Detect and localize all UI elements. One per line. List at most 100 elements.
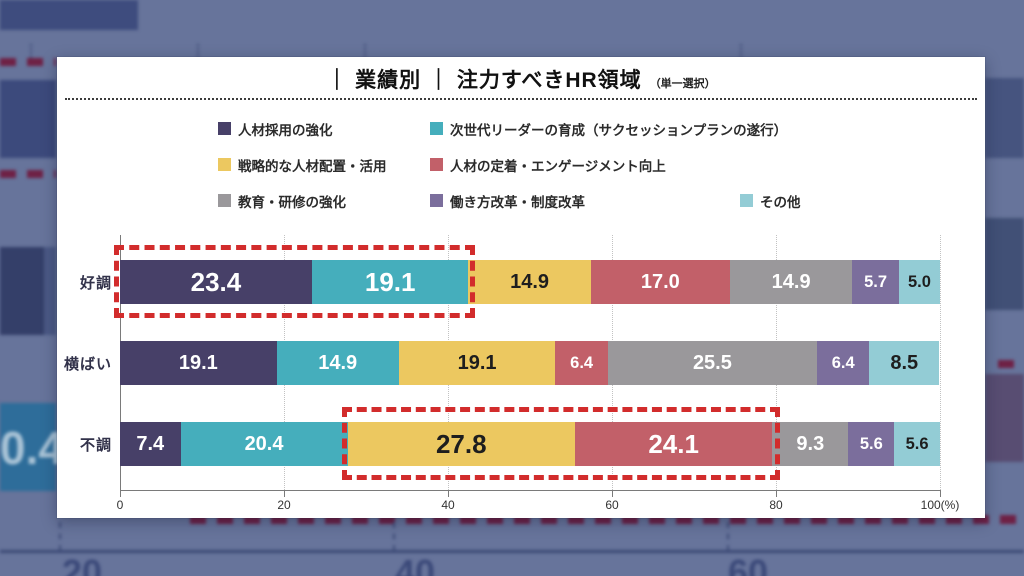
- legend-label: 働き方改革・制度改革: [450, 194, 585, 210]
- x-axis-tick-label: 80: [769, 498, 783, 512]
- x-axis-tick: [940, 490, 941, 497]
- bg-gridline-dot: [197, 44, 199, 58]
- x-axis-line: [120, 490, 941, 491]
- bar-segment-value: 6.4: [831, 353, 855, 372]
- bg-bar-segment: [0, 80, 56, 158]
- x-axis-tick: [284, 490, 285, 497]
- bar-segment: 20.4: [180, 422, 348, 466]
- bar-segment: 25.5: [607, 341, 817, 385]
- bar-row: 7.4 20.4 27.8 24.1 9.3 5.6 5.6: [120, 422, 940, 466]
- row-label: 不調: [79, 436, 112, 454]
- x-axis-tick: [120, 490, 121, 497]
- bar-segment-value: 9.3: [796, 432, 825, 455]
- legend-label: 人材の定着・エンゲージメント向上: [450, 158, 666, 174]
- gridline: [940, 235, 941, 490]
- bg-gridline: [393, 522, 395, 551]
- x-axis-tick-label: 0: [116, 498, 124, 512]
- bar-row: 23.4 19.1 14.9 17.0 14.9 5.7 5.0: [120, 260, 940, 304]
- bar-segment-value: 19.1: [178, 351, 218, 374]
- bar-segment-value: 19.1: [457, 351, 497, 374]
- bg-bar-segment: [44, 247, 56, 335]
- bar-segment: 27.8: [347, 422, 576, 466]
- legend-item: 戦略的な人材配置・活用: [218, 157, 387, 174]
- bar-segment-value: 23.4: [190, 266, 242, 297]
- bg-axis-line: [0, 550, 1024, 553]
- legend-label: 人材採用の強化: [238, 122, 333, 138]
- bar-segment-value: 5.0: [907, 272, 931, 291]
- bar-segment-value: 5.7: [864, 272, 888, 291]
- row-label: 横ばい: [63, 355, 112, 373]
- x-axis-tick-label: 40: [441, 498, 455, 512]
- x-axis-tick-label: 20: [277, 498, 291, 512]
- bg-axis-label-60: 60: [728, 552, 769, 576]
- bar-segment: 5.0: [898, 260, 940, 304]
- legend-item: 人材の定着・エンゲージメント向上: [430, 157, 666, 174]
- bar-segment-value: 14.9: [510, 270, 550, 293]
- x-axis-tick: [612, 490, 613, 497]
- bar-segment: 7.4: [120, 422, 181, 466]
- bg-gridline: [59, 522, 61, 551]
- bar-segment-value: 24.1: [648, 428, 699, 459]
- legend-item: 働き方改革・制度改革: [430, 193, 585, 210]
- bar-segment-value: 7.4: [136, 432, 165, 455]
- legend-swatch-icon: [430, 122, 443, 135]
- legend-swatch-icon: [740, 194, 753, 207]
- title-separator: [65, 98, 977, 100]
- bg-bar-segment-teal: 0.4: [0, 403, 64, 491]
- bg-gridline: [727, 522, 729, 551]
- bg-bar-segment: [0, 247, 44, 335]
- legend-label: 戦略的な人材配置・活用: [238, 158, 387, 174]
- bar-segment-value: 14.9: [318, 351, 358, 374]
- bar-segment: 5.6: [894, 422, 940, 466]
- bar-segment: 14.9: [730, 260, 853, 304]
- bg-bar-segment: [985, 218, 1024, 310]
- bg-gridline-dot: [30, 44, 32, 58]
- legend-swatch-icon: [218, 158, 231, 171]
- x-axis-tick: [448, 490, 449, 497]
- bg-dashed-line: [0, 58, 56, 66]
- bar-segment: 19.1: [311, 260, 469, 304]
- bar-segment-value: 5.6: [905, 434, 929, 453]
- bar-segment: 17.0: [590, 260, 731, 304]
- legend-label: 教育・研修の強化: [238, 194, 346, 210]
- bg-dashed-line: [998, 360, 1024, 368]
- bg-bar-segment: [0, 0, 138, 30]
- row-label: 好調: [79, 274, 112, 292]
- chart-title: ｜ 業績別 ｜ 注力すべきHR領域: [326, 69, 642, 92]
- bar-segment: 9.3: [772, 422, 849, 466]
- chart-card: ｜ 業績別 ｜ 注力すべきHR領域 （単一選択） 人材採用の強化 次世代リーダーの…: [57, 57, 985, 518]
- chart-title-row: ｜ 業績別 ｜ 注力すべきHR領域 （単一選択）: [57, 64, 985, 94]
- legend-swatch-icon: [430, 158, 443, 171]
- legend-item: 人材採用の強化: [218, 121, 333, 138]
- legend-swatch-icon: [218, 122, 231, 135]
- bar-segment-value: 25.5: [692, 351, 732, 374]
- bar-segment-value: 8.5: [890, 351, 919, 374]
- bg-dashed-line: [0, 170, 56, 178]
- legend-item: その他: [740, 193, 801, 210]
- legend-swatch-icon: [218, 194, 231, 207]
- x-axis-tick-label: 100(%): [920, 498, 960, 512]
- bar-segment: 5.6: [848, 422, 895, 466]
- legend-swatch-icon: [430, 194, 443, 207]
- bar-segment-value: 14.9: [771, 270, 811, 293]
- bar-row: 19.1 14.9 19.1 6.4 25.5 6.4 8.5: [120, 341, 940, 385]
- bar-segment: 8.5: [869, 341, 940, 385]
- bg-bar-segment: [985, 78, 1024, 158]
- bg-partial-value: 0.4: [0, 422, 64, 474]
- bg-gridline-dot: [740, 44, 742, 58]
- bar-segment-value: 5.6: [859, 434, 883, 453]
- bar-segment: 14.9: [276, 341, 399, 385]
- bar-segment-value: 19.1: [364, 266, 416, 297]
- legend-item: 教育・研修の強化: [218, 193, 346, 210]
- bar-segment: 23.4: [120, 260, 312, 304]
- bar-segment-value: 17.0: [640, 270, 680, 293]
- bg-bar-segment: [985, 374, 1024, 462]
- bar-segment: 19.1: [120, 341, 277, 385]
- x-axis-tick: [776, 490, 777, 497]
- bar-segment-value: 6.4: [570, 353, 594, 372]
- bar-segment-value: 20.4: [244, 432, 284, 455]
- bar-segment: 14.9: [468, 260, 591, 304]
- bar-segment: 19.1: [398, 341, 556, 385]
